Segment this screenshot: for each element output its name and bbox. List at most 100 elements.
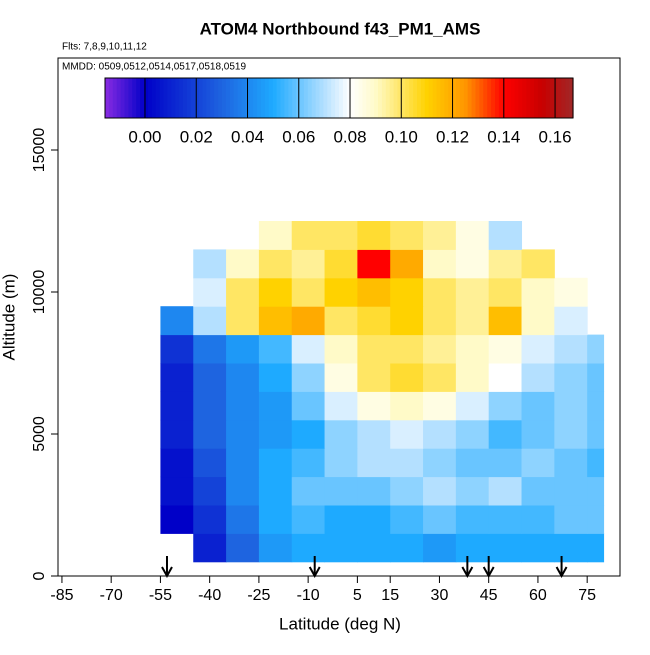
heat-cell xyxy=(357,391,391,421)
heat-cell xyxy=(160,448,194,478)
heat-cell xyxy=(160,334,194,364)
y-tick-label: 10000 xyxy=(31,270,48,315)
heat-cell xyxy=(390,533,424,563)
colorbar-swatch xyxy=(311,78,317,118)
colorbar-tick-label: 0.04 xyxy=(231,127,264,146)
colorbar-swatch xyxy=(565,78,570,118)
colorbar-swatch xyxy=(545,78,551,118)
colorbar-swatch xyxy=(210,78,215,118)
heat-cell xyxy=(554,334,588,364)
heat-cell xyxy=(554,363,588,392)
heat-cell xyxy=(291,334,326,364)
heat-cell xyxy=(258,334,293,364)
heat-cell xyxy=(554,391,588,421)
colorbar-swatch xyxy=(171,78,176,118)
x-tick-label: 5 xyxy=(353,587,362,604)
colorbar-swatch xyxy=(202,78,207,118)
heat-cell xyxy=(587,505,605,534)
heat-cell xyxy=(291,306,326,336)
heat-cell xyxy=(554,448,588,478)
heat-cell xyxy=(226,505,260,534)
colorbar-swatch xyxy=(116,78,122,118)
colorbar-swatch xyxy=(194,78,200,118)
heat-cell xyxy=(423,249,457,279)
heat-cell xyxy=(521,306,555,336)
colorbar-swatch xyxy=(463,78,469,118)
heat-cell xyxy=(488,448,523,478)
colorbar-swatch xyxy=(222,78,227,118)
annotation: MMDD: 0509,0512,0514,0517,0518,0519 xyxy=(62,62,246,73)
colorbar-swatch xyxy=(374,78,379,118)
colorbar-swatch xyxy=(179,78,184,118)
colorbar-swatch xyxy=(155,78,161,118)
heat-cell xyxy=(390,505,424,534)
heat-cell xyxy=(455,391,490,421)
colorbar-swatch xyxy=(206,78,211,118)
heat-cell xyxy=(324,533,358,563)
heat-cell xyxy=(390,419,424,449)
colorbar-swatch xyxy=(385,78,391,118)
colorbar-swatch xyxy=(358,78,363,118)
x-tick-label: 60 xyxy=(529,587,547,604)
heat-cell xyxy=(160,306,194,336)
colorbar-swatch xyxy=(424,78,430,118)
colorbar-swatch xyxy=(128,78,133,118)
colorbar-swatch xyxy=(264,78,270,118)
heat-cell xyxy=(226,391,260,421)
x-tick-label: 15 xyxy=(381,587,399,604)
colorbar-swatch xyxy=(389,78,395,118)
heat-cell xyxy=(488,476,523,506)
heat-cell xyxy=(423,505,457,534)
colorbar-swatch xyxy=(120,78,126,118)
colorbar-swatch xyxy=(280,78,285,118)
colorbar-swatch xyxy=(323,78,328,118)
x-tick-label: -40 xyxy=(198,587,221,604)
colorbar-swatch xyxy=(105,78,110,118)
colorbar-tick-label: 0.12 xyxy=(436,127,469,146)
heat-cell xyxy=(357,277,391,307)
flight-marker-head xyxy=(308,566,321,579)
colorbar-swatch xyxy=(491,78,496,118)
colorbar-swatch xyxy=(327,78,332,118)
flight-marker-head xyxy=(161,566,173,579)
colorbar-swatch xyxy=(136,78,141,118)
colorbar-swatch xyxy=(307,78,313,118)
heat-cell xyxy=(193,476,227,506)
colorbar-tick-label: 0.06 xyxy=(282,127,315,146)
heat-cell xyxy=(291,419,326,449)
colorbar-swatch xyxy=(561,78,566,118)
colorbar-swatch xyxy=(144,78,149,118)
flight-marker-head xyxy=(482,566,495,579)
heat-cell xyxy=(455,277,490,307)
colorbar-swatch xyxy=(510,78,516,118)
plot-frame xyxy=(57,57,621,577)
heat-cell xyxy=(226,533,260,563)
heat-cell xyxy=(226,419,260,449)
heat-cell xyxy=(160,505,194,534)
heat-cell xyxy=(587,476,605,506)
heat-cell xyxy=(258,249,293,279)
heat-cell xyxy=(193,249,227,279)
colorbar-tick-label: 0.14 xyxy=(487,127,520,146)
colorbar-swatch xyxy=(452,78,457,118)
colorbar-swatch xyxy=(432,78,438,118)
colorbar-swatch xyxy=(237,78,243,118)
colorbar-swatch xyxy=(448,78,453,118)
colorbar-swatch xyxy=(124,78,129,118)
heat-cell xyxy=(587,448,605,478)
heat-cell xyxy=(521,334,555,364)
colorbar-swatch xyxy=(506,78,512,118)
heat-cell xyxy=(324,249,358,279)
heat-cell xyxy=(554,419,588,449)
heat-cell xyxy=(226,448,260,478)
heat-cell xyxy=(488,334,523,364)
heat-cell xyxy=(423,363,457,392)
colorbar-swatch xyxy=(167,78,172,118)
heat-cell xyxy=(357,363,391,392)
colorbar-swatch xyxy=(397,78,402,118)
heat-cell xyxy=(390,363,424,392)
heat-cell xyxy=(324,419,358,449)
colorbar-swatch xyxy=(249,78,254,118)
colorbar-swatch xyxy=(393,78,399,118)
colorbar-swatch xyxy=(288,78,293,118)
